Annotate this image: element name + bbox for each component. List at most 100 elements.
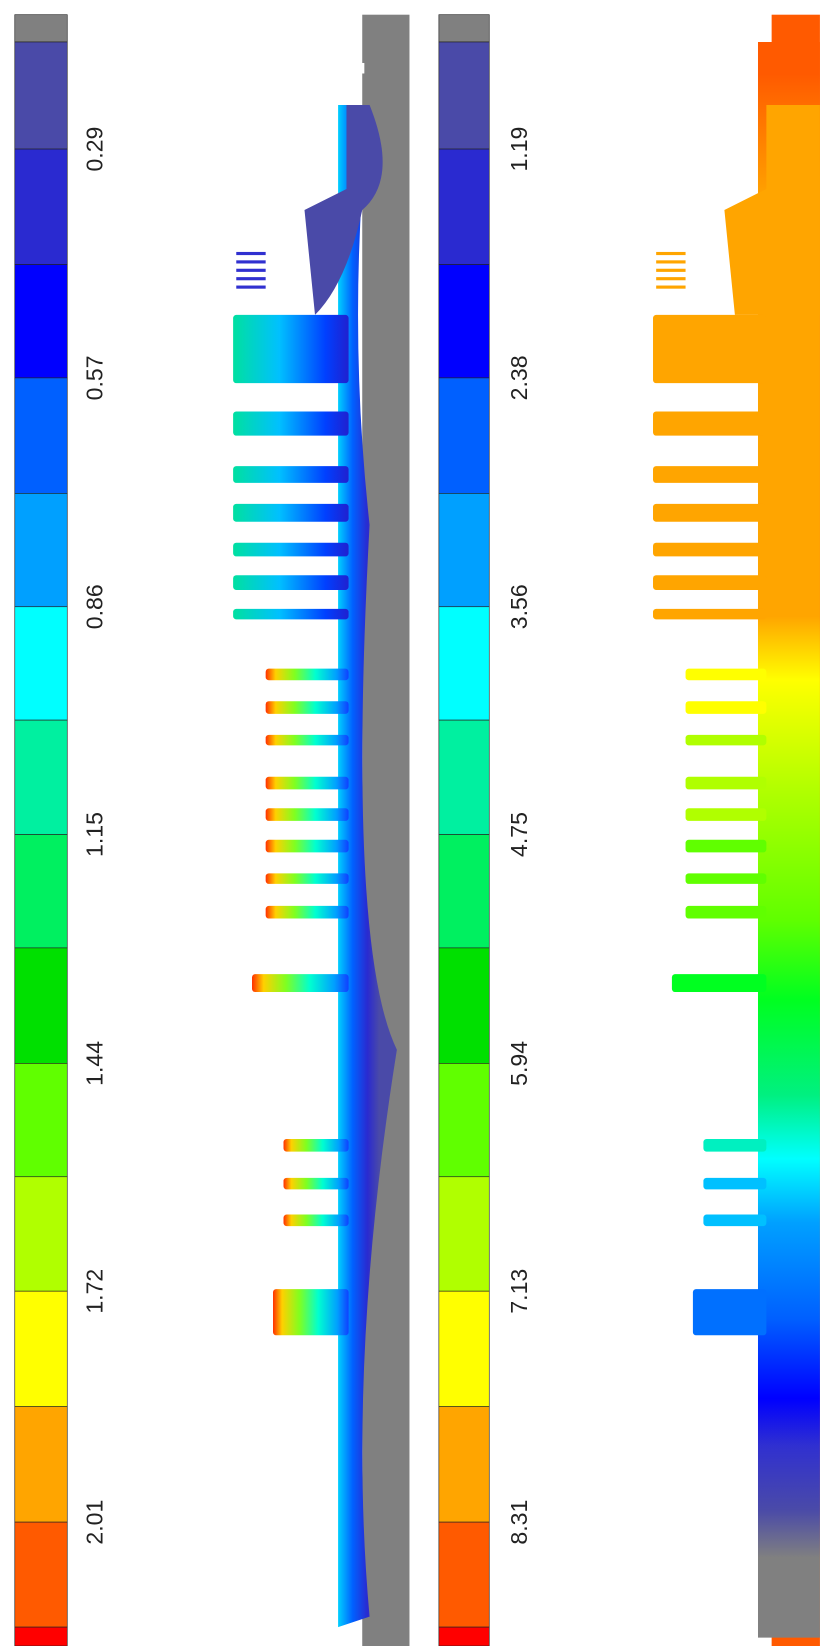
colorbar-band xyxy=(14,377,68,494)
fin xyxy=(273,1289,349,1336)
colorbar-band xyxy=(438,1063,490,1178)
colorbar-label: 1.44 xyxy=(82,1041,108,1086)
colorbar-label: 1.15 xyxy=(82,812,108,857)
fin xyxy=(233,411,349,436)
comb-fin xyxy=(656,268,686,272)
colorbar-band xyxy=(438,493,490,608)
colorbar-band xyxy=(438,1406,490,1523)
comb-fin xyxy=(656,260,686,264)
fin xyxy=(653,314,767,384)
colorbar-label: 2.38 xyxy=(506,355,532,400)
fin xyxy=(685,873,767,884)
colorbar-band xyxy=(438,41,490,150)
fin xyxy=(685,839,767,853)
fin xyxy=(685,808,767,821)
fin xyxy=(233,608,349,620)
colorbar-label: 0.29 xyxy=(82,127,108,172)
fin xyxy=(283,1177,349,1190)
fin xyxy=(233,466,349,483)
colorbar-band xyxy=(14,41,68,150)
colorbar-band xyxy=(438,719,490,835)
fin xyxy=(653,411,767,436)
colorbar-band xyxy=(14,1626,68,1646)
colorbar-band xyxy=(14,947,68,1064)
fin xyxy=(653,608,767,620)
colorbar-band xyxy=(14,606,68,721)
colorbar-band xyxy=(438,14,490,43)
colorbar-band xyxy=(438,606,490,721)
comb-fin xyxy=(236,277,266,281)
comb-fin xyxy=(656,277,686,281)
colorbar-band xyxy=(14,1521,68,1628)
colorbar-band xyxy=(438,1521,490,1628)
fin xyxy=(265,734,349,746)
fin xyxy=(265,839,349,853)
comb-fin xyxy=(236,260,266,264)
colorbar-band xyxy=(14,264,68,379)
colorbar-label: 5.94 xyxy=(506,1041,532,1086)
fin xyxy=(265,776,349,790)
colorbar-band xyxy=(14,1290,68,1407)
colorbar-label: 1.72 xyxy=(82,1269,108,1314)
fin xyxy=(233,542,349,557)
colorbar-label: 4.75 xyxy=(506,812,532,857)
fin xyxy=(283,1138,349,1152)
fin xyxy=(685,776,767,790)
fin xyxy=(653,503,767,522)
fin xyxy=(265,701,349,714)
colorbar-band xyxy=(438,947,490,1064)
fin xyxy=(685,905,767,919)
fin xyxy=(233,314,349,384)
fin xyxy=(265,873,349,884)
fin xyxy=(685,701,767,714)
boundary xyxy=(362,14,410,1646)
colorbar-band xyxy=(438,1290,490,1407)
fin xyxy=(653,542,767,557)
colorbar-label: 1.19 xyxy=(506,127,532,172)
colorbar-band xyxy=(14,1406,68,1523)
fin xyxy=(265,808,349,821)
fin xyxy=(283,1214,349,1227)
colorbar-band xyxy=(14,1063,68,1178)
colorbar-label: 3.56 xyxy=(506,584,532,629)
comb-fin xyxy=(656,285,686,289)
fin xyxy=(653,575,767,590)
body-top xyxy=(724,104,820,315)
colorbar-band xyxy=(438,834,490,949)
body xyxy=(757,41,820,1638)
colorbar-label: 0.57 xyxy=(82,355,108,400)
boundary-step xyxy=(351,62,365,74)
fin xyxy=(653,466,767,483)
colorbar-band xyxy=(438,264,490,379)
fin xyxy=(265,905,349,919)
body-top xyxy=(304,104,383,315)
colorbar-band xyxy=(14,493,68,608)
colorbar-label: 0.86 xyxy=(82,584,108,629)
colorbar-band xyxy=(14,148,68,265)
fin xyxy=(692,1289,767,1336)
body xyxy=(338,104,397,1628)
colorbars: 0.29 0.57 0.86 1.15 1.44 1.72 2.01 1.19 2.38 3.56… xyxy=(14,14,532,1646)
colorbar-label: 8.31 xyxy=(506,1500,532,1545)
colorbar-band xyxy=(438,1626,490,1646)
contour-plot-1 xyxy=(233,14,410,1646)
fin xyxy=(233,503,349,522)
colorbar-band xyxy=(14,719,68,835)
comb-fin xyxy=(236,251,266,256)
fin xyxy=(252,974,349,993)
fin xyxy=(233,575,349,590)
contour-plot-2 xyxy=(653,14,820,1646)
fin xyxy=(703,1138,767,1152)
colorbar-band xyxy=(14,1176,68,1292)
fin xyxy=(685,734,767,746)
fin xyxy=(703,1214,767,1227)
colorbar-label: 7.13 xyxy=(506,1269,532,1314)
colorbar-label: 2.01 xyxy=(82,1500,108,1545)
comb-fin xyxy=(656,251,686,256)
colorbar-band xyxy=(14,14,68,43)
colorbar-band xyxy=(438,148,490,265)
colorbar-band xyxy=(14,834,68,949)
fin xyxy=(703,1177,767,1190)
